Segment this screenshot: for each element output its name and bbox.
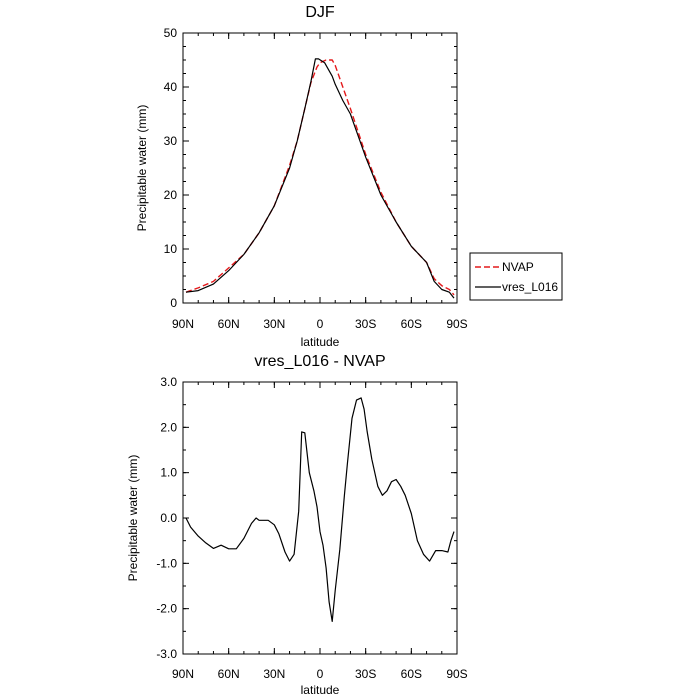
x-tick-label: 0 [317,667,324,681]
legend: NVAP vres_L016 [469,252,563,301]
difference-panel: vres_L016 - NVAP 3.0 2.0 1.0 0.0 -1.0 -2.0 -3.… [126,353,468,697]
precipitable-water-panel: DJF 0 10 20 30 40 50 90N 60N 30N 0 30S 60S 90S latit… [135,4,563,349]
series-line-nvap [185,59,455,296]
y-tick-label: -2.0 [156,602,177,616]
series-group [185,397,455,623]
y-tick-label: 10 [164,242,178,256]
series-line-vres-l016 [185,58,455,299]
y-tick-label: 0.0 [160,511,177,525]
x-tick-label: 60N [218,667,240,681]
y-tick-label: -1.0 [156,556,177,570]
x-tick-label: 30S [355,667,376,681]
y-tick-label: 0 [170,296,177,310]
x-tick-label: 90S [446,317,467,331]
y-tick-label: 50 [164,26,178,40]
plot-frame [182,381,458,655]
series-line-difference [185,397,455,623]
x-axis-label: latitude [301,683,340,697]
y-tick-label: 30 [164,134,178,148]
x-tick-label: 60S [401,667,422,681]
chart-title: vres_L016 - NVAP [254,353,385,370]
plot-frame [182,32,458,304]
series-group [185,58,455,299]
legend-label-vres: vres_L016 [502,280,558,294]
axis-ticks: 3.0 2.0 1.0 0.0 -1.0 -2.0 -3.0 90N 60N 30N 0 30S 60S… [156,375,467,681]
y-tick-label: 40 [164,80,178,94]
x-tick-label: 60S [401,317,422,331]
chart-title: DJF [305,4,335,21]
x-tick-label: 90S [446,667,467,681]
x-tick-label: 30S [355,317,376,331]
y-axis-label: Precipitable water (mm) [126,455,140,582]
y-tick-label: 3.0 [160,375,177,389]
x-tick-label: 60N [218,317,240,331]
y-tick-label: -3.0 [156,647,177,661]
y-tick-label: 2.0 [160,420,177,434]
x-tick-label: 0 [317,317,324,331]
x-tick-label: 90N [172,667,194,681]
y-axis-label: Precipitable water (mm) [135,105,149,232]
legend-label-nvap: NVAP [502,260,534,274]
x-tick-label: 90N [172,317,194,331]
x-tick-label: 30N [263,317,285,331]
y-tick-label: 1.0 [160,466,177,480]
legend-box [469,252,563,301]
y-tick-label: 20 [164,188,178,202]
x-tick-label: 30N [263,667,285,681]
x-axis-label: latitude [301,335,340,349]
axis-ticks: 0 10 20 30 40 50 90N 60N 30N 0 30S 60S 90S [164,26,468,331]
